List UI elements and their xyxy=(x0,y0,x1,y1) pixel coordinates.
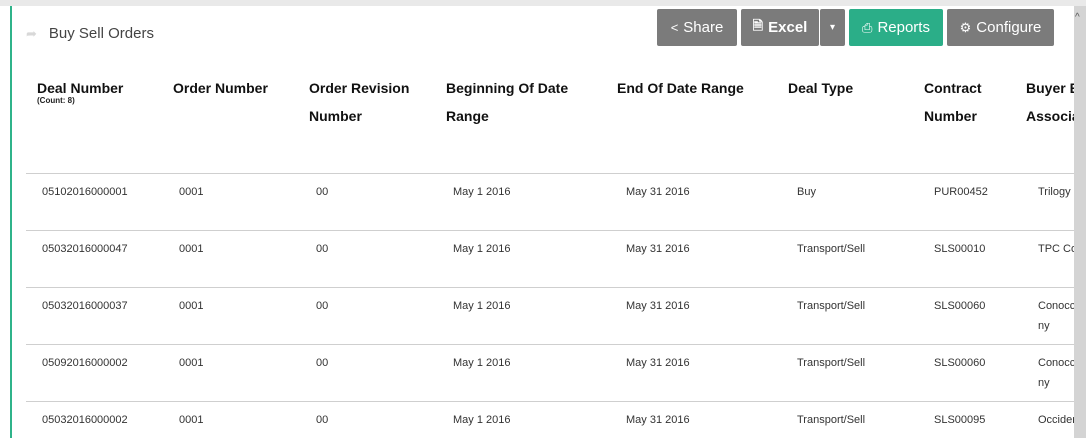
column-header[interactable]: Beginning Of Date Range xyxy=(446,74,568,130)
table-cell: SLS00095 xyxy=(934,414,986,426)
table-cell: Transport/Sell xyxy=(797,243,866,255)
table-cell: May 1 2016 xyxy=(453,357,511,369)
table-row[interactable]: 05032016000037 0001 00 May 1 2016 May 31 201… xyxy=(26,287,1074,344)
table-cell: 00 xyxy=(316,186,329,198)
share-button[interactable]: < Share xyxy=(657,9,737,46)
accent-border xyxy=(10,6,12,438)
table-cell: Transport/Sell xyxy=(797,300,866,312)
column-header-text: Contract xyxy=(924,80,982,96)
deal-count: (Count: 8) xyxy=(37,96,75,105)
table-cell: 0001 xyxy=(179,243,204,255)
table-cell: 00 xyxy=(316,243,329,255)
table-cell: 05092016000002 xyxy=(42,357,128,369)
orders-panel: ➦ Buy Sell Orders < Share 🗎 Excel ▾ ⎙ Report… xyxy=(12,6,1074,438)
excel-button[interactable]: 🗎 Excel xyxy=(741,9,819,46)
table-cell: May 1 2016 xyxy=(453,414,511,426)
column-header-text: Order Number xyxy=(173,80,268,96)
share-icon: < xyxy=(670,20,679,35)
table-cell: 05032016000002 xyxy=(42,414,128,426)
vertical-scrollbar[interactable]: ^ xyxy=(1074,6,1086,438)
table-cell: 0001 xyxy=(179,186,204,198)
table-cell: May 31 2016 xyxy=(626,300,690,312)
table-row[interactable]: 05032016000047 0001 00 May 1 2016 May 31 201… xyxy=(26,230,1074,287)
table-cell: May 31 2016 xyxy=(626,186,690,198)
table-cell: Transport/Sell xyxy=(797,357,866,369)
print-icon: ⎙ xyxy=(862,19,873,35)
column-header[interactable]: Buyer B Associa xyxy=(1026,74,1074,130)
column-header[interactable]: Deal Number xyxy=(37,74,123,102)
column-header[interactable]: Order Number xyxy=(173,74,268,102)
gear-icon: ⚙ xyxy=(959,19,972,35)
table-cell: Trilogy xyxy=(1038,186,1071,198)
column-header-text: Number xyxy=(924,108,977,124)
column-header-text: Beginning Of Date xyxy=(446,80,569,96)
table-cell: 0001 xyxy=(179,414,204,426)
column-header[interactable]: Deal Type xyxy=(788,74,853,102)
excel-file-icon: 🗎 xyxy=(752,17,764,33)
column-header-text: Deal Type xyxy=(788,80,854,96)
table-cell: Conocc ny xyxy=(1038,300,1074,332)
table-cell: TPC Co xyxy=(1038,243,1074,255)
column-header-text: Range xyxy=(446,108,489,124)
table-cell: 05032016000047 xyxy=(42,243,128,255)
page-title-text: Buy Sell Orders xyxy=(48,25,154,42)
caret-down-icon: ▾ xyxy=(829,22,836,33)
column-header[interactable]: Order Revision Number xyxy=(309,74,409,130)
table-cell: 00 xyxy=(316,414,329,426)
column-header-text: End Of Date Range xyxy=(617,80,744,96)
table-cell: May 31 2016 xyxy=(626,414,690,426)
table-cell: 00 xyxy=(316,357,329,369)
table-cell: 00 xyxy=(316,300,329,312)
configure-button[interactable]: ⚙ Configure xyxy=(947,9,1054,46)
table-cell: Conocc ny xyxy=(1038,357,1074,389)
table-cell: PUR00452 xyxy=(934,186,988,198)
excel-dropdown-button[interactable]: ▾ xyxy=(820,9,845,46)
scroll-up-icon[interactable]: ^ xyxy=(1075,12,1080,23)
column-header-text: Order Revision xyxy=(309,80,410,96)
table-cell: Occider xyxy=(1038,414,1074,426)
column-header[interactable]: Contract Number xyxy=(924,74,982,130)
table-row[interactable]: 05032016000002 0001 00 May 1 2016 May 31 201… xyxy=(26,401,1074,438)
table-cell: May 1 2016 xyxy=(453,300,511,312)
table-row[interactable]: 05092016000002 0001 00 May 1 2016 May 31 201… xyxy=(26,344,1074,401)
table-cell: SLS00010 xyxy=(934,243,986,255)
column-header[interactable]: End Of Date Range xyxy=(617,74,744,102)
table-cell: May 31 2016 xyxy=(626,357,690,369)
sign-out-icon: ➦ xyxy=(26,25,37,41)
table-row[interactable]: 05102016000001 0001 00 May 1 2016 May 31 201… xyxy=(26,173,1074,230)
table-cell: May 1 2016 xyxy=(453,243,511,255)
reports-label: Reports xyxy=(877,19,930,36)
table-cell: Buy xyxy=(797,186,816,198)
configure-label: Configure xyxy=(976,19,1042,36)
table-cell: May 31 2016 xyxy=(626,243,690,255)
reports-button[interactable]: ⎙ Reports xyxy=(849,9,943,46)
table-cell: SLS00060 xyxy=(934,300,986,312)
column-header-text: Deal Number xyxy=(37,80,124,96)
column-header-text: Buyer B xyxy=(1026,80,1074,96)
top-bar xyxy=(0,0,1086,6)
table-cell: 0001 xyxy=(179,357,204,369)
column-header-text: Associa xyxy=(1026,108,1074,124)
excel-label: Excel xyxy=(768,19,808,36)
table-cell: SLS00060 xyxy=(934,357,986,369)
table-cell: 05032016000037 xyxy=(42,300,128,312)
column-header-text: Number xyxy=(309,108,362,124)
share-label: Share xyxy=(683,19,724,36)
table-cell: 0001 xyxy=(179,300,204,312)
table-cell: 05102016000001 xyxy=(42,186,128,198)
page-title: ➦ Buy Sell Orders xyxy=(26,25,154,42)
table-cell: Transport/Sell xyxy=(797,414,866,426)
table-cell: May 1 2016 xyxy=(453,186,511,198)
